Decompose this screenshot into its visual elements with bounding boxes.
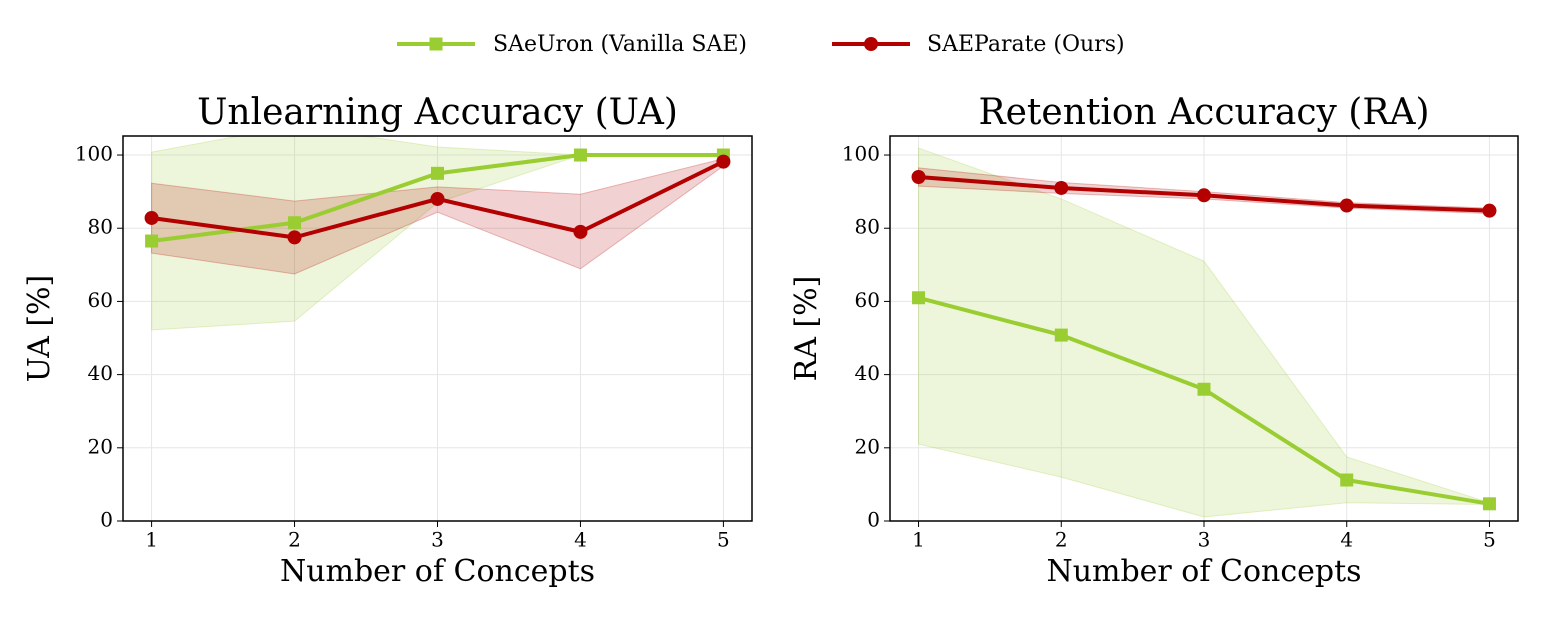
marker xyxy=(573,224,588,239)
y-tick-label: 40 xyxy=(855,361,880,385)
marker xyxy=(864,37,878,51)
x-tick-label: 5 xyxy=(717,528,730,552)
marker xyxy=(573,148,587,162)
x-axis-label: Number of Concepts xyxy=(280,554,595,589)
plot-area xyxy=(144,136,731,331)
y-tick-label: 20 xyxy=(88,434,113,458)
x-tick-label: 3 xyxy=(431,528,444,552)
axes-frame xyxy=(889,135,1519,522)
plot-area xyxy=(911,147,1497,518)
marker xyxy=(716,154,731,169)
x-tick-label: 1 xyxy=(912,528,925,552)
marker xyxy=(1197,382,1211,396)
marker xyxy=(431,166,444,180)
y-tick-label: 100 xyxy=(75,142,113,166)
y-tick-label: 100 xyxy=(842,142,880,166)
marker xyxy=(1482,203,1497,218)
marker xyxy=(911,169,926,184)
x-tick-label: 2 xyxy=(1055,528,1068,552)
marker xyxy=(429,37,443,51)
marker xyxy=(1197,188,1211,203)
y-tick-label: 80 xyxy=(88,215,113,239)
y-tick-label: 40 xyxy=(88,361,113,385)
marker xyxy=(430,191,445,206)
legend-label: SAEParate (Ours) xyxy=(927,32,1125,57)
y-tick-label: 60 xyxy=(88,288,113,312)
chart-title: Retention Accuracy (RA) xyxy=(979,92,1430,133)
marker xyxy=(1054,328,1068,342)
marker xyxy=(287,230,302,245)
y-tick-label: 80 xyxy=(855,215,880,239)
marker xyxy=(1339,198,1354,213)
marker xyxy=(145,234,159,248)
y-tick-label: 60 xyxy=(855,288,880,312)
x-tick-label: 5 xyxy=(1483,528,1496,552)
y-axis-label: RA [%] xyxy=(789,276,824,382)
y-tick-label: 0 xyxy=(100,508,113,532)
y-axis-label: UA [%] xyxy=(22,275,57,382)
axes-frame xyxy=(122,135,753,522)
marker xyxy=(1054,180,1069,195)
y-tick-label: 20 xyxy=(855,434,880,458)
legend-label: SAeUron (Vanilla SAE) xyxy=(493,32,747,57)
marker xyxy=(1482,497,1496,511)
y-tick-label: 0 xyxy=(867,508,880,532)
marker xyxy=(144,210,159,225)
x-tick-label: 2 xyxy=(288,528,301,552)
x-tick-label: 4 xyxy=(574,528,587,552)
x-tick-label: 3 xyxy=(1198,528,1211,552)
chart-title: Unlearning Accuracy (UA) xyxy=(197,92,678,133)
marker xyxy=(912,291,926,305)
x-tick-label: 1 xyxy=(145,528,158,552)
marker xyxy=(288,216,302,230)
x-tick-label: 4 xyxy=(1340,528,1353,552)
marker xyxy=(1340,473,1354,487)
x-axis-label: Number of Concepts xyxy=(1046,554,1361,589)
